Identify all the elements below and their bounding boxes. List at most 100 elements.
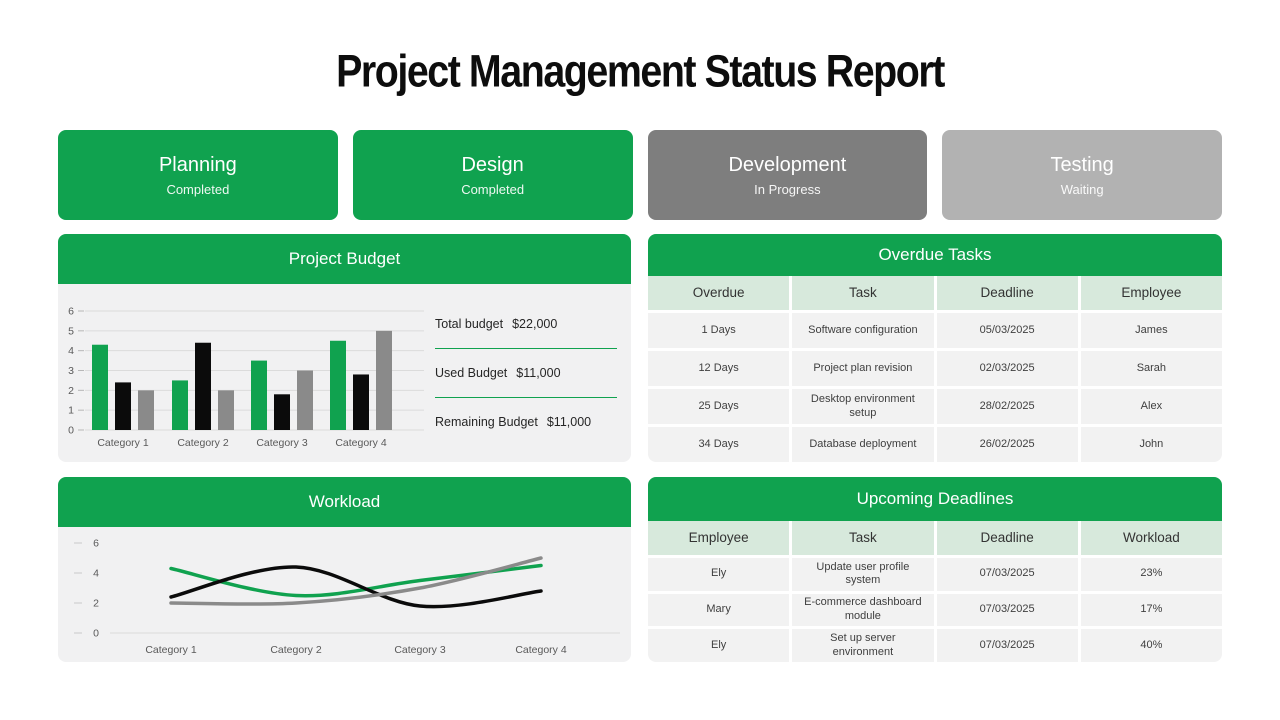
budget-stat-value: $11,000 xyxy=(546,415,592,429)
bar-black xyxy=(353,374,369,430)
table-cell: Mary xyxy=(648,593,790,627)
y-tick-label: 2 xyxy=(93,598,99,610)
status-card-status: Completed xyxy=(461,181,525,197)
bar-green xyxy=(330,340,346,430)
page-title: Project Management Status Report xyxy=(336,46,945,97)
table-header-cell: Deadline xyxy=(936,276,1078,310)
overdue-tasks-table: Overdue Task Deadline Employee 1 Days Softwar… xyxy=(648,276,1222,462)
table-row: 25 Days Desktop environment setup 28/02/20… xyxy=(648,389,1222,424)
table-cell: 07/03/2025 xyxy=(936,558,1078,591)
budget-stats: Total budget $22,000 Used Budget $11,000 Rem… xyxy=(433,284,631,462)
upcoming-deadlines-table: Employee Task Deadline Workload Ely Update us… xyxy=(648,521,1222,663)
table-cell: E-commerce dashboard module xyxy=(792,593,934,627)
table-cell: Ely xyxy=(648,558,790,591)
table-cell: Database deployment xyxy=(792,427,934,462)
budget-stat: Remaining Budget $11,000 xyxy=(435,398,617,447)
y-tick-label: 2 xyxy=(68,385,74,397)
y-tick-label: 4 xyxy=(68,345,74,357)
table-cell: 26/02/2025 xyxy=(936,427,1078,462)
table-cell: 07/03/2025 xyxy=(936,593,1078,627)
y-tick-label: 1 xyxy=(68,405,74,417)
overdue-tasks-panel: Overdue Tasks Overdue Task Deadline Employe… xyxy=(648,234,1222,462)
bar-gray xyxy=(376,330,392,430)
status-cards-row: Planning Completed Design Completed Developm… xyxy=(58,130,1222,220)
budget-stat-value: $22,000 xyxy=(512,316,558,331)
table-row: 1 Days Software configuration 05/03/2025 Ja… xyxy=(648,313,1222,348)
table-cell: 02/03/2025 xyxy=(936,351,1078,386)
workload-panel-body: 0 2 4 6 Category 1 Category 2 Category 3 Catego… xyxy=(58,527,631,662)
bar-black xyxy=(274,394,290,430)
budget-stat-value: $11,000 xyxy=(516,365,561,380)
table-cell: 28/02/2025 xyxy=(936,389,1078,424)
x-category-label: Category 4 xyxy=(515,644,567,656)
bar-green xyxy=(251,360,267,430)
budget-bar-chart: 0 1 2 3 4 5 6 Category 1 Category 2 Category 3 Cat… xyxy=(68,306,424,449)
upcoming-deadlines-panel: Upcoming Deadlines Employee Task Deadline W… xyxy=(648,477,1222,663)
x-category-label: Category 4 xyxy=(335,437,387,449)
table-cell: 23% xyxy=(1080,558,1222,591)
x-category-label: Category 1 xyxy=(97,437,149,449)
table-header-cell: Deadline xyxy=(936,521,1078,555)
table-cell: Set up server environment xyxy=(792,629,934,663)
bar-gray xyxy=(218,390,234,430)
table-cell: Ely xyxy=(648,629,790,663)
table-cell: 17% xyxy=(1080,593,1222,627)
table-header-row: Employee Task Deadline Workload xyxy=(648,521,1222,555)
budget-panel-body: 0 1 2 3 4 5 6 Category 1 Category 2 Category 3 Cat… xyxy=(58,284,631,462)
table-cell: 05/03/2025 xyxy=(936,313,1078,348)
status-card-title: Planning xyxy=(158,153,237,176)
table-cell: 1 Days xyxy=(648,313,790,348)
bar-green xyxy=(92,344,108,430)
table-cell: Software configuration xyxy=(792,313,934,348)
table-cell: 40% xyxy=(1080,629,1222,663)
status-card-testing: Testing Waiting xyxy=(942,130,1222,220)
table-row: 12 Days Project plan revision 02/03/2025 Sa… xyxy=(648,351,1222,386)
status-card-status: In Progress xyxy=(754,181,821,197)
table-cell: 25 Days xyxy=(648,389,790,424)
budget-stat: Total budget $22,000 xyxy=(435,300,617,349)
table-header-cell: Overdue xyxy=(648,276,790,310)
y-tick-label: 6 xyxy=(93,538,99,550)
bar-gray xyxy=(297,370,313,430)
overdue-panel-header: Overdue Tasks xyxy=(648,234,1222,276)
x-category-label: Category 2 xyxy=(177,437,229,449)
budget-panel-header: Project Budget xyxy=(58,234,631,284)
table-row: Mary E-commerce dashboard module 07/03/202… xyxy=(648,593,1222,627)
budget-stat-label: Remaining Budget xyxy=(435,415,538,429)
y-tick-label: 0 xyxy=(68,425,74,437)
y-tick-label: 0 xyxy=(93,628,99,640)
table-cell: Project plan revision xyxy=(792,351,934,386)
line-gray xyxy=(169,556,543,606)
status-card-design: Design Completed xyxy=(352,130,633,220)
y-tick-label: 6 xyxy=(68,306,74,318)
workload-panel: Workload 0 2 4 6 Category 1 Category 2 Categor… xyxy=(58,477,631,662)
status-card-status: Waiting xyxy=(1060,181,1104,197)
status-card-status: Completed xyxy=(166,181,230,197)
table-row: 34 Days Database deployment 26/02/2025 John xyxy=(648,427,1222,462)
table-cell: 34 Days xyxy=(648,427,790,462)
status-card-planning: Planning Completed xyxy=(58,130,338,220)
status-card-title: Testing xyxy=(1050,153,1114,176)
x-category-label: Category 2 xyxy=(270,644,322,656)
bar-gray xyxy=(138,390,154,430)
budget-stat: Used Budget $11,000 xyxy=(435,349,617,398)
table-row: Ely Set up server environment 07/03/2025 40… xyxy=(648,629,1222,663)
table-cell: Update user profile system xyxy=(792,558,934,591)
table-header-cell: Workload xyxy=(1080,521,1222,555)
table-cell: Alex xyxy=(1080,389,1222,424)
table-cell: Sarah xyxy=(1080,351,1222,386)
budget-panel: Project Budget 0 1 2 3 4 5 6 Category 1 Category… xyxy=(58,234,631,462)
x-category-label: Category 3 xyxy=(256,437,308,449)
table-cell: James xyxy=(1080,313,1222,348)
table-header-cell: Task xyxy=(792,276,934,310)
budget-stat-label: Used Budget xyxy=(435,365,508,380)
deadlines-panel-header: Upcoming Deadlines xyxy=(648,477,1222,521)
line-black xyxy=(169,565,543,609)
bar-green xyxy=(172,380,188,430)
table-header-cell: Employee xyxy=(648,521,790,555)
x-category-label: Category 1 xyxy=(145,644,197,656)
y-tick-label: 4 xyxy=(93,568,99,580)
table-cell: Desktop environment setup xyxy=(792,389,934,424)
status-card-development: Development In Progress xyxy=(647,130,928,220)
